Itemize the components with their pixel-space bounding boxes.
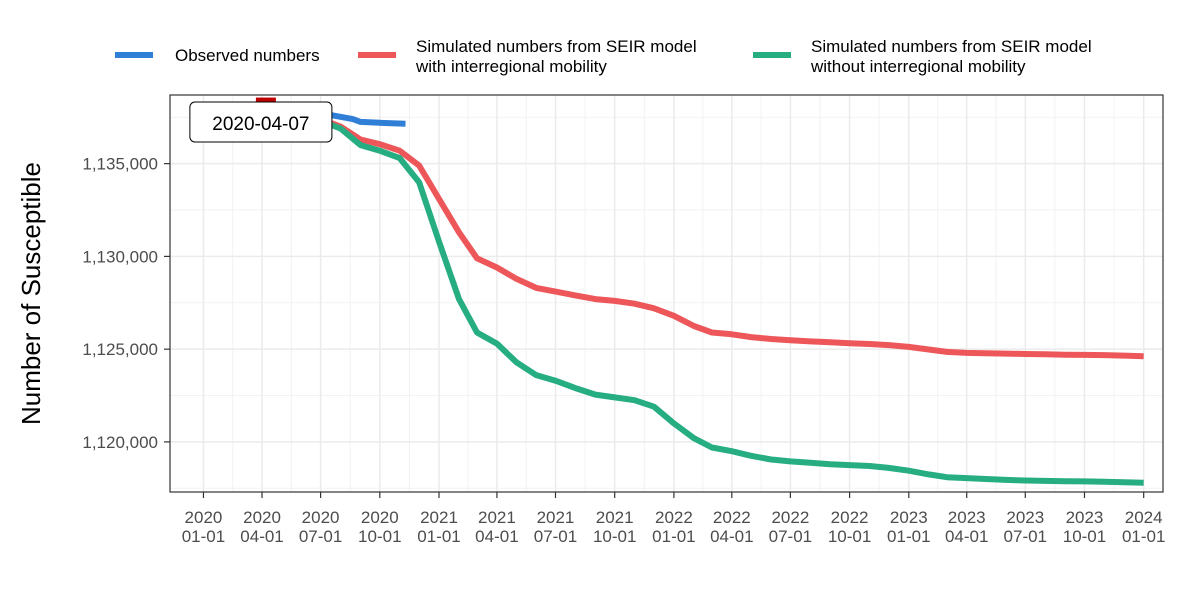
legend: Observed numbers Simulated numbers from S…: [115, 37, 1092, 76]
y-axis-title: Number of Susceptible: [16, 162, 46, 425]
x-tick-label: 2023 10-01: [1063, 508, 1106, 546]
x-tick-label: 2022 01-01: [652, 508, 695, 546]
x-tick-label: 2023 04-01: [945, 508, 988, 546]
x-tick-label: 2020 01-01: [182, 508, 225, 546]
x-tick-label: 2024 01-01: [1122, 508, 1165, 546]
annotation-label: 2020-04-07: [212, 114, 309, 135]
x-tick-label: 2021 04-01: [475, 508, 518, 546]
x-tick-label: 2022 07-01: [769, 508, 812, 546]
annotation-box: [189, 101, 333, 143]
legend-label-2: Simulated numbers from SEIR model without…: [810, 37, 1092, 76]
y-tick-label: 1,135,000: [82, 155, 158, 174]
x-tick-label: 2020 04-01: [240, 508, 283, 546]
annotation-marker: [255, 97, 276, 104]
x-tick-label: 2022 04-01: [710, 508, 753, 546]
x-tick-label: 2023 07-01: [1004, 508, 1047, 546]
y-axis: 1,120,000 1,125,000 1,130,000 1,135,000: [82, 155, 170, 452]
y-tick-label: 1,130,000: [82, 247, 158, 266]
annotation: 2020-04-07: [189, 97, 333, 143]
plot-panel: [170, 95, 1163, 492]
plot-border: [169, 94, 1164, 493]
series-line-2: [265, 108, 1144, 486]
y-tick-label: 1,120,000: [82, 433, 158, 452]
x-tick-label: 2021 10-01: [593, 508, 636, 546]
legend-label-0: Observed numbers: [175, 46, 320, 65]
x-tick-label: 2023 01-01: [887, 508, 930, 546]
x-tick-label: 2020 07-01: [299, 508, 342, 546]
x-tick-label: 2020 10-01: [358, 508, 401, 546]
y-tick-label: 1,125,000: [82, 340, 158, 359]
series-line-1: [265, 108, 1144, 360]
x-tick-label: 2021 01-01: [417, 508, 460, 546]
grid-major: [170, 95, 1163, 492]
x-axis: 2020 01-01 2020 04-01 2020 07-01 2020 10-01 2021…: [182, 492, 1165, 546]
x-tick-label: 2021 07-01: [534, 508, 577, 546]
legend-label-1: Simulated numbers from SEIR model with in…: [415, 37, 697, 76]
x-tick-label: 2022 10-01: [828, 508, 871, 546]
